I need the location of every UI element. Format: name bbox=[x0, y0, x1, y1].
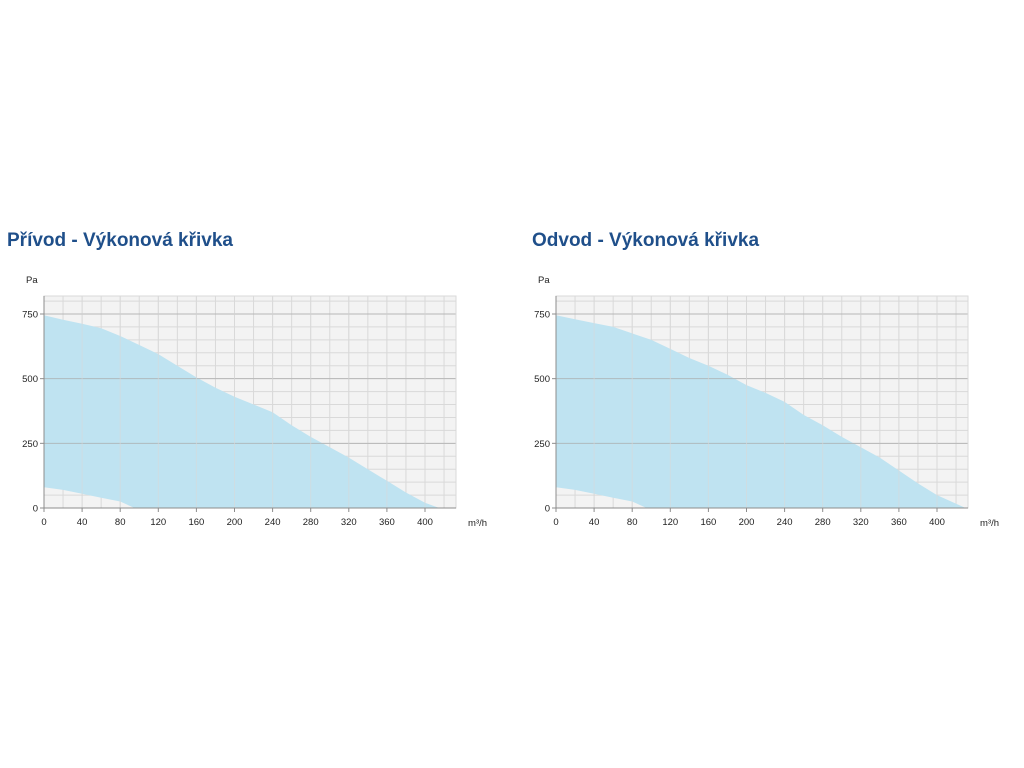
y-tick-label: 0 bbox=[33, 504, 38, 515]
x-tick-label: 320 bbox=[853, 517, 869, 528]
x-axis-label: m³/h bbox=[468, 518, 487, 529]
x-tick-label: 0 bbox=[41, 517, 46, 528]
x-tick-label: 200 bbox=[739, 517, 755, 528]
major-grid-lines bbox=[44, 296, 456, 508]
y-axis-label: Pa bbox=[26, 275, 38, 286]
y-tick-label: 750 bbox=[22, 310, 38, 321]
chart-title: Odvod - Výkonová křivka bbox=[532, 230, 760, 251]
x-tick-label: 80 bbox=[627, 517, 638, 528]
x-tick-label: 120 bbox=[662, 517, 678, 528]
x-tick-label: 160 bbox=[188, 517, 204, 528]
performance-area bbox=[556, 315, 966, 508]
x-tick-label: 360 bbox=[891, 517, 907, 528]
x-tick-label: 320 bbox=[341, 517, 357, 528]
y-tick-label: 250 bbox=[22, 439, 38, 450]
performance-area bbox=[44, 315, 440, 508]
x-tick-label: 0 bbox=[553, 517, 558, 528]
y-tick-label: 500 bbox=[534, 374, 550, 385]
x-tick-label: 40 bbox=[77, 517, 88, 528]
supply-chart-plot: 0 40 80 120 160 200 240 280 320 360 400 0 250 500 750 P… bbox=[22, 275, 487, 529]
y-axis-label: Pa bbox=[538, 275, 550, 286]
x-tick-label: 400 bbox=[417, 517, 433, 528]
x-tick-label: 240 bbox=[265, 517, 281, 528]
x-tick-label: 280 bbox=[815, 517, 831, 528]
major-grid-lines bbox=[556, 296, 968, 508]
chart-title: Přívod - Výkonová křivka bbox=[7, 230, 233, 251]
x-axis-label: m³/h bbox=[980, 518, 999, 529]
y-tick-label: 0 bbox=[545, 504, 550, 515]
x-tick-label: 240 bbox=[777, 517, 793, 528]
x-tick-label: 120 bbox=[150, 517, 166, 528]
x-tick-label: 80 bbox=[115, 517, 126, 528]
exhaust-performance-chart: Odvod - Výkonová křivka 0 40 80 120 160 200 24… bbox=[512, 0, 1024, 768]
x-tick-label: 40 bbox=[589, 517, 600, 528]
x-tick-label: 400 bbox=[929, 517, 945, 528]
y-tick-label: 750 bbox=[534, 310, 550, 321]
exhaust-chart-plot: 0 40 80 120 160 200 240 280 320 360 400 0 250 500 750 P… bbox=[534, 275, 999, 529]
y-tick-label: 500 bbox=[22, 374, 38, 385]
supply-performance-chart: Přívod - Výkonová křivka 0 40 80 120 160 200 2… bbox=[7, 230, 487, 529]
y-tick-label: 250 bbox=[534, 439, 550, 450]
x-tick-label: 280 bbox=[303, 517, 319, 528]
x-tick-label: 360 bbox=[379, 517, 395, 528]
x-tick-label: 200 bbox=[227, 517, 243, 528]
x-tick-label: 160 bbox=[700, 517, 716, 528]
